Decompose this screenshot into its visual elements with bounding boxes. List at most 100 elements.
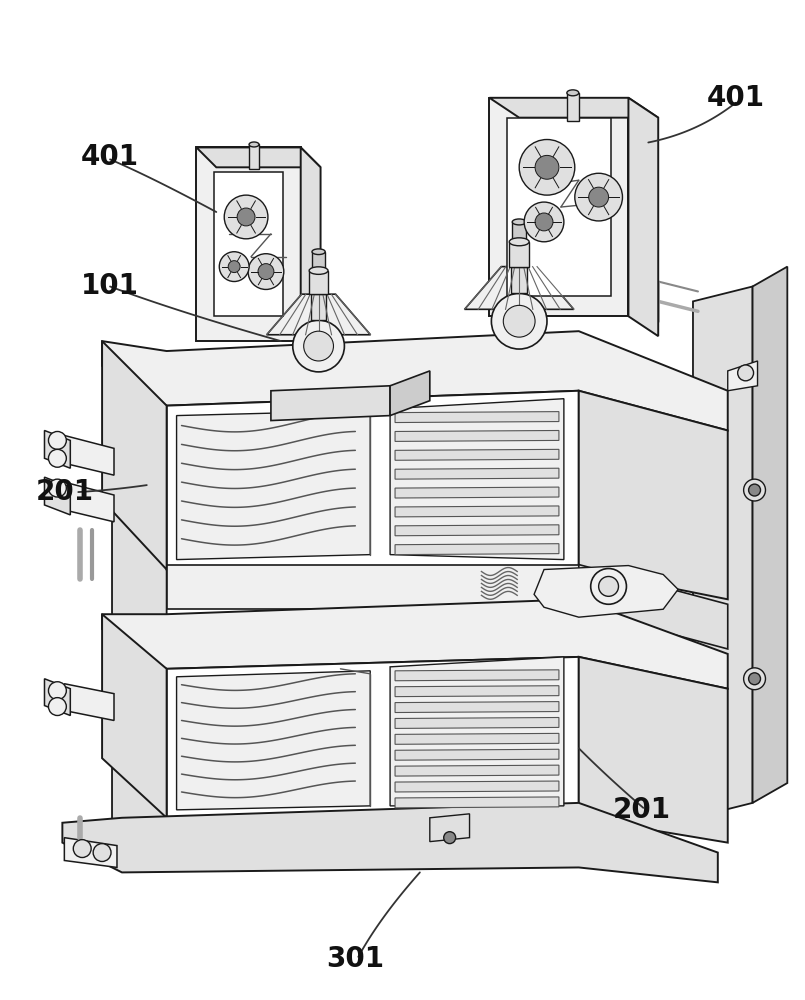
Circle shape — [219, 252, 249, 282]
Circle shape — [591, 569, 626, 604]
Polygon shape — [167, 391, 579, 570]
Ellipse shape — [249, 142, 259, 147]
Polygon shape — [579, 657, 728, 843]
Polygon shape — [62, 803, 718, 882]
Text: 401: 401 — [81, 143, 139, 171]
Polygon shape — [390, 657, 564, 806]
Polygon shape — [44, 430, 70, 468]
Polygon shape — [579, 565, 728, 649]
Polygon shape — [395, 717, 559, 728]
Polygon shape — [395, 506, 559, 517]
Polygon shape — [112, 381, 167, 843]
Circle shape — [588, 187, 609, 207]
Polygon shape — [176, 671, 370, 810]
Circle shape — [535, 155, 559, 179]
Circle shape — [48, 682, 66, 700]
Polygon shape — [196, 147, 301, 341]
Polygon shape — [395, 430, 559, 441]
Circle shape — [519, 140, 575, 195]
Polygon shape — [301, 147, 320, 361]
Polygon shape — [534, 566, 678, 617]
Polygon shape — [395, 412, 559, 423]
Polygon shape — [511, 267, 527, 293]
Circle shape — [48, 698, 66, 716]
Circle shape — [535, 213, 553, 231]
Polygon shape — [395, 468, 559, 479]
Text: 201: 201 — [35, 478, 93, 506]
Polygon shape — [395, 544, 559, 555]
Polygon shape — [102, 599, 728, 689]
Polygon shape — [753, 267, 787, 803]
Ellipse shape — [312, 249, 325, 255]
Circle shape — [491, 293, 547, 349]
Polygon shape — [579, 391, 728, 599]
Polygon shape — [249, 144, 259, 169]
Polygon shape — [64, 482, 114, 522]
Polygon shape — [102, 331, 728, 430]
Polygon shape — [395, 733, 559, 744]
Polygon shape — [395, 686, 559, 697]
Text: 101: 101 — [81, 272, 139, 300]
Polygon shape — [176, 411, 370, 560]
Polygon shape — [309, 271, 328, 294]
Polygon shape — [510, 242, 529, 267]
Circle shape — [503, 305, 535, 337]
Polygon shape — [395, 781, 559, 792]
Polygon shape — [196, 147, 320, 167]
Circle shape — [749, 673, 761, 685]
Circle shape — [599, 576, 618, 596]
Polygon shape — [102, 341, 167, 570]
Polygon shape — [44, 679, 70, 716]
Polygon shape — [693, 286, 753, 818]
Text: 201: 201 — [613, 796, 671, 824]
Polygon shape — [489, 98, 629, 316]
Polygon shape — [390, 371, 430, 416]
Ellipse shape — [510, 238, 529, 246]
Polygon shape — [390, 399, 564, 560]
Polygon shape — [567, 93, 579, 121]
Polygon shape — [395, 749, 559, 760]
Polygon shape — [395, 525, 559, 536]
Polygon shape — [64, 838, 117, 867]
Ellipse shape — [567, 90, 579, 96]
Polygon shape — [395, 702, 559, 713]
Circle shape — [248, 254, 284, 289]
Polygon shape — [395, 797, 559, 808]
Circle shape — [237, 208, 255, 226]
Polygon shape — [728, 361, 758, 391]
Polygon shape — [214, 172, 283, 316]
Circle shape — [744, 479, 766, 501]
Circle shape — [48, 431, 66, 449]
Text: 301: 301 — [326, 945, 384, 973]
Text: 401: 401 — [707, 84, 765, 112]
Circle shape — [524, 202, 564, 242]
Polygon shape — [44, 477, 70, 515]
Circle shape — [303, 331, 333, 361]
Circle shape — [258, 264, 274, 280]
Polygon shape — [395, 670, 559, 681]
Polygon shape — [507, 118, 610, 296]
Polygon shape — [167, 657, 579, 818]
Polygon shape — [395, 487, 559, 498]
Circle shape — [293, 320, 345, 372]
Circle shape — [73, 840, 91, 858]
Polygon shape — [312, 252, 325, 271]
Polygon shape — [64, 684, 114, 720]
Polygon shape — [489, 98, 658, 118]
Polygon shape — [311, 294, 326, 320]
Polygon shape — [102, 614, 167, 818]
Circle shape — [744, 668, 766, 690]
Polygon shape — [167, 565, 579, 609]
Ellipse shape — [512, 219, 526, 225]
Circle shape — [93, 844, 111, 861]
Polygon shape — [512, 222, 526, 242]
Circle shape — [749, 484, 761, 496]
Circle shape — [225, 195, 268, 239]
Ellipse shape — [309, 267, 328, 274]
Polygon shape — [395, 449, 559, 460]
Circle shape — [737, 365, 753, 381]
Polygon shape — [464, 267, 574, 309]
Circle shape — [48, 479, 66, 497]
Circle shape — [444, 832, 456, 844]
Polygon shape — [266, 294, 370, 335]
